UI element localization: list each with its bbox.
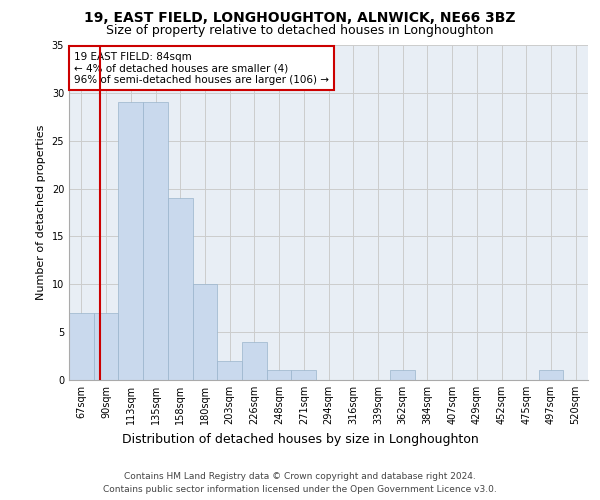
- Bar: [217, 361, 242, 380]
- Text: 19 EAST FIELD: 84sqm
← 4% of detached houses are smaller (4)
96% of semi-detache: 19 EAST FIELD: 84sqm ← 4% of detached ho…: [74, 52, 329, 85]
- Bar: [94, 313, 118, 380]
- Bar: [193, 284, 217, 380]
- Bar: [539, 370, 563, 380]
- Bar: [267, 370, 292, 380]
- Text: Size of property relative to detached houses in Longhoughton: Size of property relative to detached ho…: [106, 24, 494, 37]
- Text: Contains HM Land Registry data © Crown copyright and database right 2024.
Contai: Contains HM Land Registry data © Crown c…: [103, 472, 497, 494]
- Bar: [390, 370, 415, 380]
- Y-axis label: Number of detached properties: Number of detached properties: [36, 125, 46, 300]
- Text: Distribution of detached houses by size in Longhoughton: Distribution of detached houses by size …: [122, 432, 478, 446]
- Bar: [242, 342, 267, 380]
- Bar: [292, 370, 316, 380]
- Bar: [168, 198, 193, 380]
- Bar: [143, 102, 168, 380]
- Text: 19, EAST FIELD, LONGHOUGHTON, ALNWICK, NE66 3BZ: 19, EAST FIELD, LONGHOUGHTON, ALNWICK, N…: [84, 11, 516, 25]
- Bar: [118, 102, 143, 380]
- Bar: [69, 313, 94, 380]
